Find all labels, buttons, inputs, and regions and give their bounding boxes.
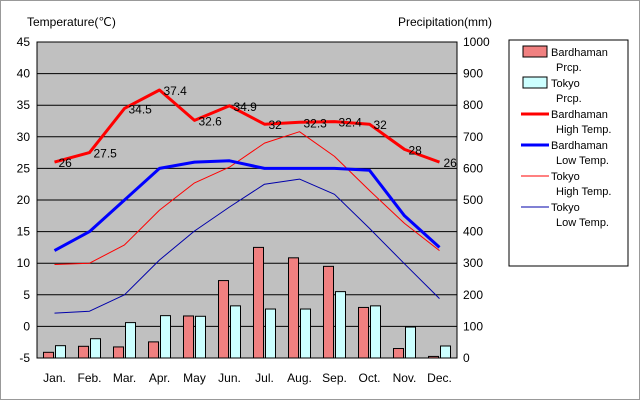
- high-temp-label: 32.3: [304, 116, 328, 130]
- high-temp-label: 34.5: [129, 102, 153, 116]
- legend-label: Bardhaman: [551, 140, 608, 152]
- precip-bar: [253, 246, 264, 359]
- high-temp-label: 26: [444, 156, 458, 170]
- left-axis-title: Temperature(℃): [27, 15, 116, 29]
- right-tick-label: 600: [463, 161, 483, 175]
- legend-label: High Temp.: [556, 124, 611, 136]
- precip-bar: [358, 306, 369, 359]
- right-tick-label: 900: [463, 67, 483, 81]
- legend-label: Prcp.: [556, 62, 582, 74]
- temp-line: [54, 88, 441, 164]
- temp-line: [54, 131, 440, 265]
- x-axis-ticks: Jan. Feb. Mar. Apr. May Jun. Jul. Aug. Sep. Oct. N…: [43, 371, 452, 385]
- precip-bar: [265, 308, 276, 359]
- left-tick-label: 45: [17, 35, 31, 49]
- high-temp-label: 28: [409, 143, 423, 157]
- precipitation-bars: [43, 246, 451, 359]
- left-tick-label: 25: [17, 161, 31, 175]
- left-tick-label: 30: [17, 130, 31, 144]
- legend-label: Tokyo: [551, 202, 580, 214]
- right-tick-label: 200: [463, 288, 483, 302]
- temp-line: [53, 159, 441, 252]
- left-tick-label: 40: [17, 67, 31, 81]
- legend-swatch: [522, 45, 548, 58]
- precip-bar: [288, 257, 299, 359]
- right-tick-label: 1000: [463, 35, 490, 49]
- x-tick-label: Feb.: [77, 371, 101, 385]
- precip-bar: [440, 345, 451, 359]
- legend-label: Bardhaman: [551, 109, 608, 121]
- right-tick-label: 800: [463, 98, 483, 112]
- x-tick-label: Jun.: [218, 371, 241, 385]
- high-temp-label: 32.4: [339, 116, 363, 130]
- legend-label: Bardhaman: [551, 47, 608, 59]
- precip-bar: [43, 351, 54, 359]
- precip-bar: [323, 265, 334, 359]
- precip-bar: [218, 280, 229, 359]
- right-tick-label: 400: [463, 225, 483, 239]
- right-tick-label: 100: [463, 319, 483, 333]
- data-labels: 26 27.5 34.5 37.4 32.6 34.9 32 32.3 32.4 32 28 26: [59, 84, 458, 170]
- precip-bar: [148, 341, 159, 359]
- precip-bar: [78, 345, 89, 359]
- x-tick-label: Jul.: [255, 371, 274, 385]
- legend-label: Prcp.: [556, 93, 582, 105]
- left-axis-ticks: 45 40 35 30 25 20 15 10 5 0 -5: [17, 35, 31, 365]
- legend-label: Low Temp.: [556, 217, 609, 229]
- precip-bar: [183, 315, 194, 359]
- precip-bar: [113, 346, 124, 359]
- x-tick-label: Dec.: [427, 371, 452, 385]
- x-tick-label: Apr.: [149, 371, 170, 385]
- precip-bar: [335, 291, 346, 359]
- temperature-lines: [53, 88, 441, 314]
- high-temp-label: 26: [59, 156, 73, 170]
- x-tick-label: Sep.: [322, 371, 347, 385]
- left-tick-label: 20: [17, 193, 31, 207]
- legend-label: Tokyo: [551, 78, 580, 90]
- right-tick-label: 500: [463, 193, 483, 207]
- high-temp-label: 32.6: [199, 114, 223, 128]
- x-tick-label: Nov.: [393, 371, 417, 385]
- left-tick-label: 10: [17, 256, 31, 270]
- precip-bar: [405, 326, 416, 359]
- legend-swatch: [522, 76, 548, 89]
- legend-label: Tokyo: [551, 171, 580, 183]
- temp-line: [54, 178, 440, 314]
- high-temp-label: 32: [269, 118, 283, 132]
- precip-bar: [55, 345, 66, 359]
- precip-bar: [230, 305, 241, 359]
- precip-bar: [428, 355, 439, 359]
- precip-bar: [125, 322, 136, 359]
- precip-bar: [160, 315, 171, 359]
- right-tick-label: 700: [463, 130, 483, 144]
- legend: Bardhaman Prcp. Tokyo Prcp. Bardhaman High Te…: [508, 39, 629, 267]
- legend-label: Low Temp.: [556, 155, 609, 167]
- right-tick-label: 0: [463, 351, 470, 365]
- precip-bar: [370, 305, 381, 359]
- legend-label: High Temp.: [556, 186, 611, 198]
- right-tick-label: 300: [463, 256, 483, 270]
- precip-bar: [300, 308, 311, 359]
- left-tick-label: 35: [17, 98, 31, 112]
- precip-bar: [393, 348, 404, 359]
- right-axis-title: Precipitation(mm): [398, 15, 492, 29]
- x-tick-label: May: [183, 371, 206, 385]
- x-tick-label: Mar.: [113, 371, 136, 385]
- high-temp-label: 27.5: [94, 147, 118, 161]
- x-tick-label: Oct.: [358, 371, 380, 385]
- left-tick-label: 5: [23, 288, 30, 302]
- left-tick-label: 15: [17, 225, 31, 239]
- high-temp-label: 34.9: [234, 100, 258, 114]
- high-temp-label: 32: [374, 118, 388, 132]
- high-temp-label: 37.4: [164, 84, 188, 98]
- x-tick-label: Jan.: [43, 371, 66, 385]
- x-tick-label: Aug.: [287, 371, 312, 385]
- precip-bar: [195, 315, 206, 359]
- left-tick-label: -5: [19, 351, 30, 365]
- left-tick-label: 0: [23, 319, 30, 333]
- precip-bar: [90, 338, 101, 359]
